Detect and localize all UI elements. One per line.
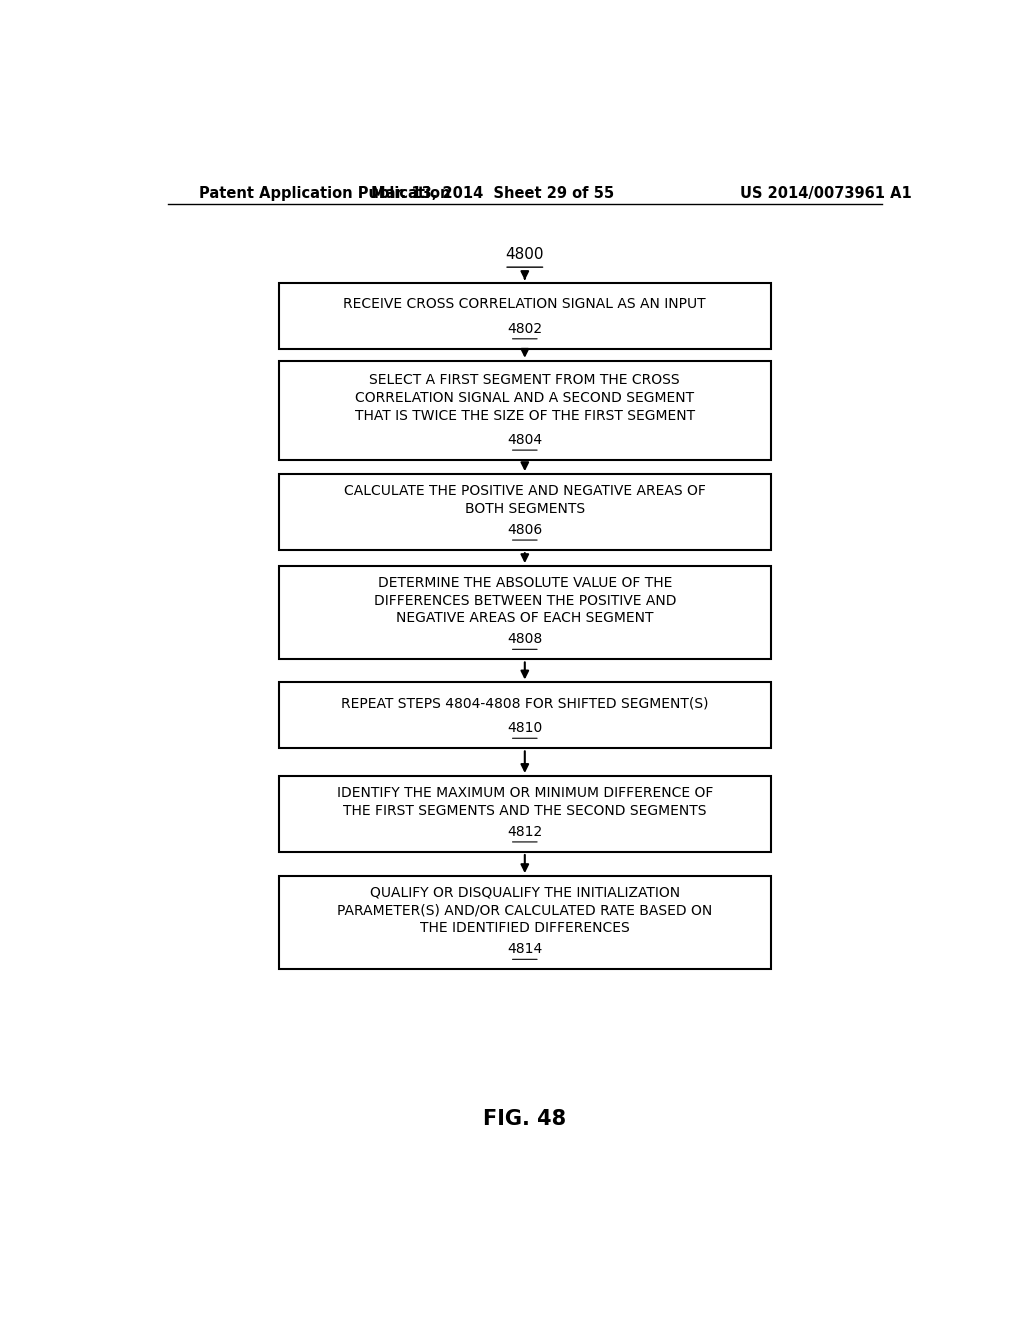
FancyBboxPatch shape <box>279 776 771 853</box>
FancyBboxPatch shape <box>279 282 771 348</box>
FancyBboxPatch shape <box>279 360 771 461</box>
Text: 4806: 4806 <box>507 523 543 537</box>
Text: REPEAT STEPS 4804-4808 FOR SHIFTED SEGMENT(S): REPEAT STEPS 4804-4808 FOR SHIFTED SEGME… <box>341 696 709 710</box>
Text: 4808: 4808 <box>507 632 543 647</box>
FancyBboxPatch shape <box>279 474 771 550</box>
Text: FIG. 48: FIG. 48 <box>483 1109 566 1129</box>
Text: Mar. 13, 2014  Sheet 29 of 55: Mar. 13, 2014 Sheet 29 of 55 <box>372 186 614 202</box>
Text: IDENTIFY THE MAXIMUM OR MINIMUM DIFFERENCE OF
THE FIRST SEGMENTS AND THE SECOND : IDENTIFY THE MAXIMUM OR MINIMUM DIFFEREN… <box>337 785 713 817</box>
Text: Patent Application Publication: Patent Application Publication <box>200 186 451 202</box>
Text: US 2014/0073961 A1: US 2014/0073961 A1 <box>740 186 912 202</box>
Text: 4810: 4810 <box>507 721 543 735</box>
Text: DETERMINE THE ABSOLUTE VALUE OF THE
DIFFERENCES BETWEEN THE POSITIVE AND
NEGATIV: DETERMINE THE ABSOLUTE VALUE OF THE DIFF… <box>374 576 676 626</box>
FancyBboxPatch shape <box>279 876 771 969</box>
FancyBboxPatch shape <box>279 566 771 660</box>
Text: RECEIVE CROSS CORRELATION SIGNAL AS AN INPUT: RECEIVE CROSS CORRELATION SIGNAL AS AN I… <box>343 297 707 310</box>
Text: SELECT A FIRST SEGMENT FROM THE CROSS
CORRELATION SIGNAL AND A SECOND SEGMENT
TH: SELECT A FIRST SEGMENT FROM THE CROSS CO… <box>354 374 695 424</box>
Text: 4814: 4814 <box>507 942 543 956</box>
Text: CALCULATE THE POSITIVE AND NEGATIVE AREAS OF
BOTH SEGMENTS: CALCULATE THE POSITIVE AND NEGATIVE AREA… <box>344 484 706 516</box>
FancyBboxPatch shape <box>279 682 771 748</box>
Text: QUALIFY OR DISQUALIFY THE INITIALIZATION
PARAMETER(S) AND/OR CALCULATED RATE BAS: QUALIFY OR DISQUALIFY THE INITIALIZATION… <box>337 886 713 936</box>
Text: 4812: 4812 <box>507 825 543 838</box>
Text: 4800: 4800 <box>506 247 544 263</box>
Text: 4804: 4804 <box>507 433 543 447</box>
Text: 4802: 4802 <box>507 322 543 335</box>
